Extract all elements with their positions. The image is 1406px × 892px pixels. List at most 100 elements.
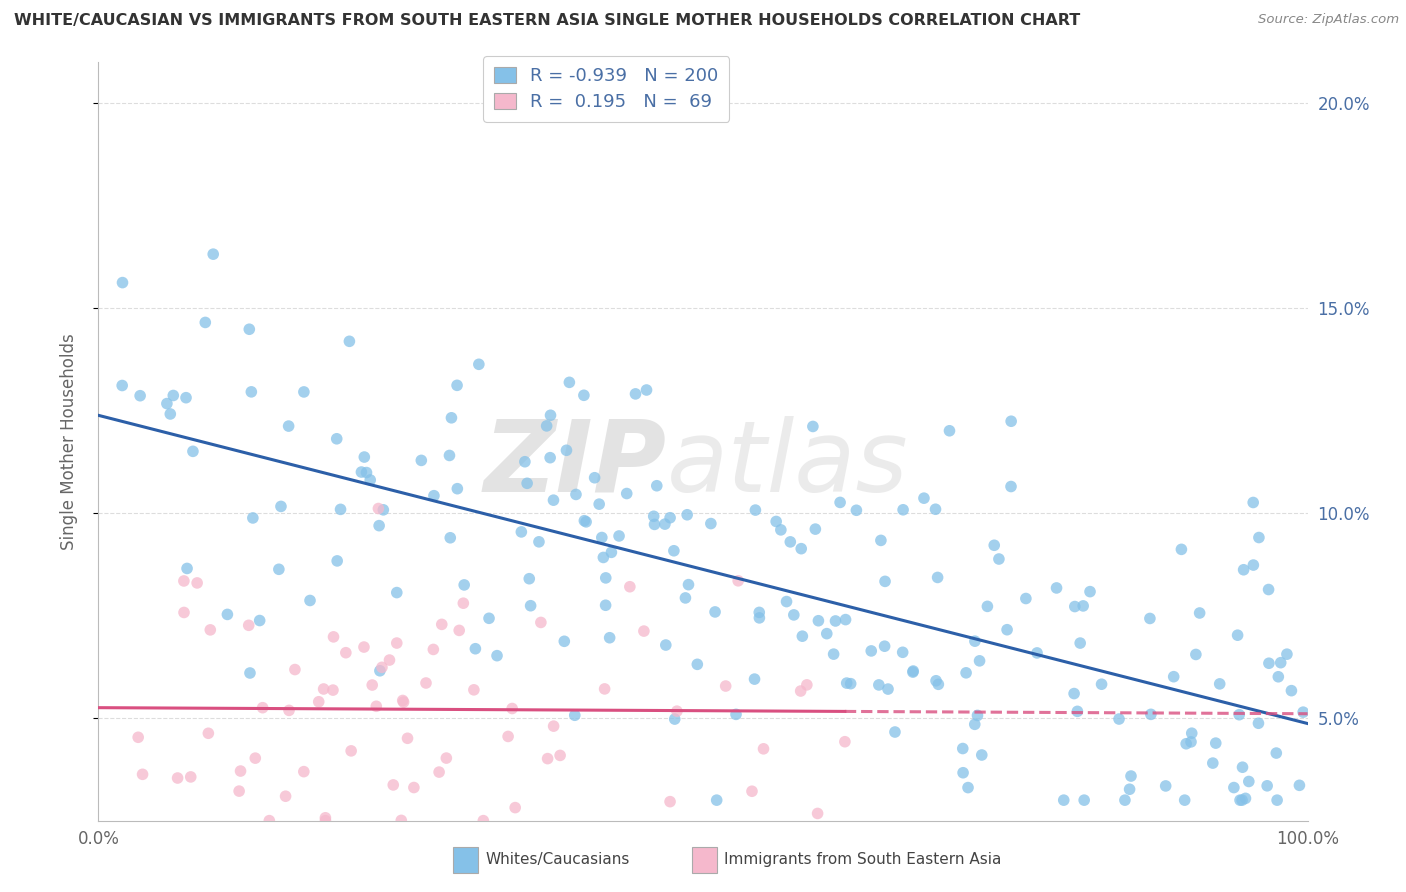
Point xyxy=(540,409,562,423)
Point xyxy=(643,509,665,524)
Point xyxy=(744,672,766,686)
Point xyxy=(228,784,250,798)
Point xyxy=(744,503,766,517)
Point xyxy=(513,455,536,469)
Point xyxy=(963,634,986,648)
Point xyxy=(298,593,321,607)
Point xyxy=(966,708,988,723)
Point xyxy=(1180,735,1202,749)
Point xyxy=(1247,716,1270,731)
Point xyxy=(1267,670,1289,684)
Point xyxy=(748,611,770,625)
Point xyxy=(616,486,638,500)
Point xyxy=(368,518,391,533)
Point xyxy=(322,683,344,698)
Point xyxy=(1063,687,1085,701)
Point xyxy=(553,634,575,648)
Point xyxy=(574,514,596,528)
Point xyxy=(873,574,896,589)
Point xyxy=(131,767,153,781)
Point xyxy=(530,615,553,630)
Point xyxy=(173,606,195,620)
Point xyxy=(783,607,806,622)
Point xyxy=(741,784,763,798)
Point xyxy=(423,489,446,503)
Point xyxy=(891,503,914,517)
Point xyxy=(1233,563,1256,577)
Point xyxy=(366,699,388,714)
Point xyxy=(1175,737,1198,751)
Point xyxy=(572,388,595,402)
Point xyxy=(924,502,946,516)
Point xyxy=(1139,611,1161,625)
Point xyxy=(600,545,623,559)
Point xyxy=(356,466,378,480)
Point xyxy=(636,383,658,397)
Point xyxy=(538,450,561,465)
Point xyxy=(284,663,307,677)
Point xyxy=(382,778,405,792)
Point xyxy=(335,646,357,660)
Point xyxy=(659,510,682,524)
Point xyxy=(1241,558,1264,572)
Point xyxy=(1114,793,1136,807)
Point xyxy=(325,432,347,446)
Point xyxy=(176,561,198,575)
Point xyxy=(238,618,260,632)
Y-axis label: Single Mother Households: Single Mother Households xyxy=(59,334,77,549)
Point xyxy=(371,660,394,674)
Point xyxy=(181,444,204,458)
Text: ZIP: ZIP xyxy=(484,416,666,513)
Point xyxy=(270,500,292,514)
Point xyxy=(1174,793,1197,807)
Point xyxy=(1069,636,1091,650)
Point xyxy=(1188,606,1211,620)
Point xyxy=(368,664,391,678)
Point xyxy=(1185,648,1208,662)
Point xyxy=(775,594,797,608)
Point xyxy=(779,534,801,549)
Point xyxy=(659,795,682,809)
Point xyxy=(434,751,457,765)
Point xyxy=(440,410,463,425)
Point xyxy=(548,748,571,763)
Point xyxy=(956,780,979,795)
Point xyxy=(873,639,896,653)
Point xyxy=(662,543,685,558)
Point xyxy=(1071,599,1094,613)
Point xyxy=(901,665,924,679)
Point xyxy=(807,614,830,628)
Point xyxy=(860,644,883,658)
Point xyxy=(748,606,770,620)
Point xyxy=(242,511,264,525)
Text: Source: ZipAtlas.com: Source: ZipAtlas.com xyxy=(1258,13,1399,27)
Point xyxy=(1202,756,1225,770)
Point xyxy=(1053,793,1076,807)
Point xyxy=(835,676,858,690)
Point xyxy=(592,550,614,565)
Point xyxy=(329,502,352,516)
Point xyxy=(1170,542,1192,557)
Point xyxy=(503,800,526,814)
Point xyxy=(1257,582,1279,597)
Point xyxy=(724,707,747,722)
Point xyxy=(1208,677,1230,691)
Point xyxy=(839,676,862,690)
Point xyxy=(1237,774,1260,789)
Point xyxy=(955,665,977,680)
Point xyxy=(588,497,610,511)
Point xyxy=(415,676,437,690)
Point xyxy=(339,334,361,349)
Point xyxy=(1223,780,1246,795)
Point xyxy=(292,384,315,399)
Point xyxy=(1265,793,1288,807)
Point xyxy=(267,562,290,576)
Point xyxy=(714,679,737,693)
Point xyxy=(845,503,868,517)
Point xyxy=(1205,736,1227,750)
Point xyxy=(1045,581,1067,595)
Point xyxy=(925,673,948,688)
Point xyxy=(314,814,336,828)
Point xyxy=(353,450,375,464)
Point xyxy=(595,571,617,585)
